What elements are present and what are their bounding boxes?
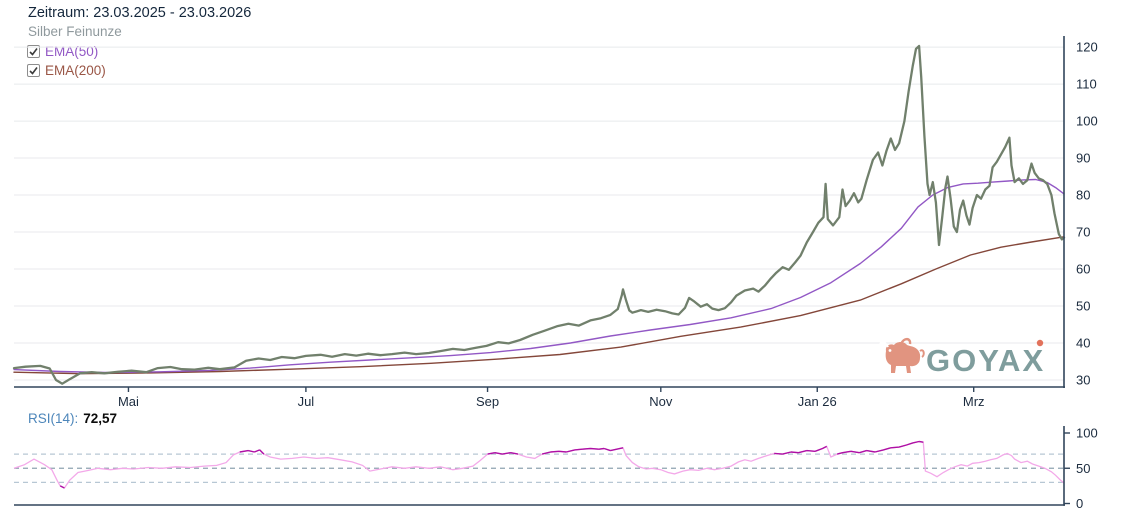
y-tick-label: 100: [1076, 114, 1098, 129]
y-tick-label: 120: [1076, 40, 1098, 55]
check-icon: [29, 67, 38, 75]
check-icon: [29, 48, 38, 56]
goyax-watermark: GOYAX: [878, 337, 1045, 378]
rsi-tick-label: 50: [1076, 461, 1090, 476]
y-tick-label: 30: [1076, 372, 1090, 387]
ema50-checkbox[interactable]: [27, 45, 40, 58]
instrument-name: Silber Feinunze: [28, 24, 122, 39]
x-tick-label: Sep: [476, 394, 499, 409]
period-label: Zeitraum: 23.03.2025 - 23.03.2026: [28, 5, 252, 21]
y-tick-label: 110: [1076, 77, 1097, 92]
y-tick-label: 50: [1076, 299, 1090, 314]
x-tick-label: Nov: [649, 394, 673, 409]
ema200-checkbox[interactable]: [27, 64, 40, 77]
ema50-label[interactable]: EMA(50): [45, 44, 99, 59]
rsi-current-value: 72,57: [83, 411, 118, 426]
indicator-toggle-ema200[interactable]: EMA(200): [27, 62, 106, 79]
y-tick-label: 80: [1076, 188, 1090, 203]
rsi-indicator-label: RSI(14):: [28, 411, 79, 426]
y-tick-label: 90: [1076, 151, 1090, 166]
rsi-header: RSI(14): 72,57: [28, 411, 117, 426]
y-tick-label: 40: [1076, 335, 1090, 350]
bull-icon: [878, 337, 925, 373]
ema200-label[interactable]: EMA(200): [45, 63, 106, 78]
goyax-logo-text: GOYAX: [926, 343, 1045, 378]
y-tick-label: 60: [1076, 262, 1090, 277]
x-tick-label: Jan 26: [798, 394, 837, 409]
rsi-tick-label: 100: [1076, 426, 1098, 441]
indicator-toggle-ema50[interactable]: EMA(50): [27, 43, 98, 60]
x-tick-label: Mai: [118, 394, 139, 409]
logo-dot: [1036, 339, 1044, 347]
rsi-tick-label: 0: [1076, 496, 1083, 511]
x-tick-label: Jul: [298, 394, 315, 409]
x-tick-label: Mrz: [963, 394, 985, 409]
y-tick-label: 70: [1076, 225, 1090, 240]
